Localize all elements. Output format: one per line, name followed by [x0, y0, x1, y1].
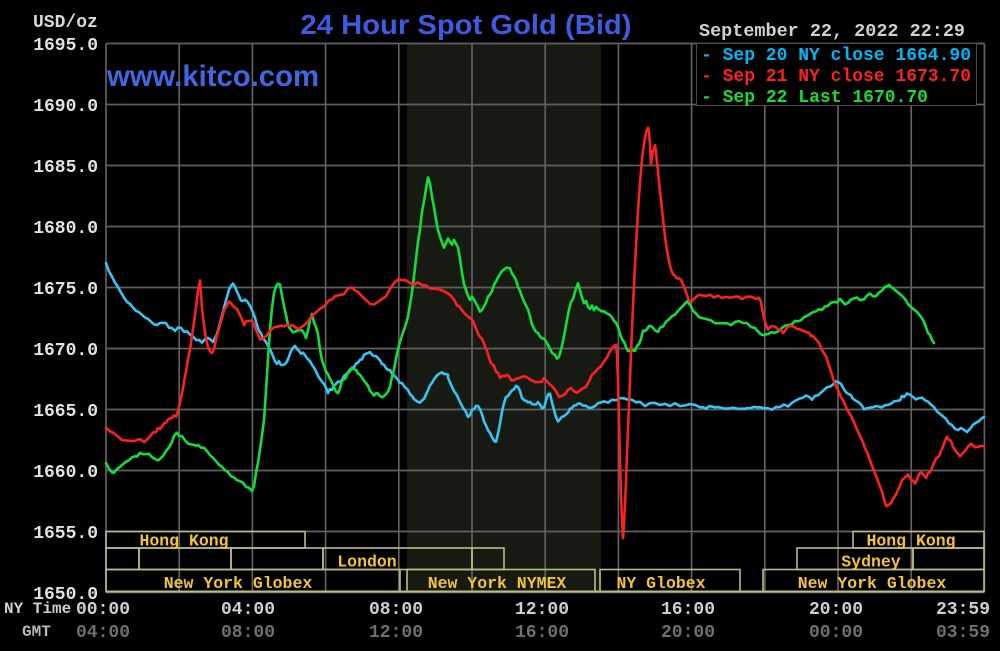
- svg-text:www.kitco.com: www.kitco.com: [106, 60, 319, 93]
- svg-text:1690.0: 1690.0: [33, 97, 98, 117]
- svg-text:1665.0: 1665.0: [33, 402, 98, 422]
- svg-text:September 22, 2022 22:29: September 22, 2022 22:29: [699, 22, 965, 42]
- svg-text:1670.0: 1670.0: [33, 341, 98, 361]
- svg-text:1685.0: 1685.0: [33, 158, 98, 178]
- svg-text:20:00: 20:00: [661, 623, 715, 643]
- svg-text:16:00: 16:00: [515, 623, 569, 643]
- svg-text:New York Globex: New York Globex: [798, 574, 947, 593]
- svg-text:16:00: 16:00: [661, 600, 715, 620]
- svg-text:1650.0: 1650.0: [33, 585, 98, 605]
- svg-text:- Sep 20 NY close 1664.90: - Sep 20 NY close 1664.90: [701, 46, 971, 66]
- svg-text:24 Hour Spot Gold (Bid): 24 Hour Spot Gold (Bid): [301, 9, 632, 40]
- svg-text:NY Globex: NY Globex: [616, 574, 705, 593]
- svg-text:08:00: 08:00: [369, 600, 423, 620]
- svg-text:00:00: 00:00: [809, 623, 863, 643]
- svg-text:04:00: 04:00: [221, 600, 275, 620]
- svg-text:04:00: 04:00: [76, 623, 130, 643]
- svg-text:NY Time: NY Time: [4, 600, 71, 618]
- svg-text:1660.0: 1660.0: [33, 463, 98, 483]
- svg-text:- Sep 22 Last 1670.70: - Sep 22 Last 1670.70: [701, 88, 928, 108]
- svg-text:12:00: 12:00: [369, 623, 423, 643]
- svg-text:1680.0: 1680.0: [33, 219, 98, 239]
- svg-text:GMT: GMT: [22, 623, 51, 641]
- svg-text:12:00: 12:00: [515, 600, 569, 620]
- svg-text:New York NYMEX: New York NYMEX: [428, 574, 567, 593]
- svg-text:1695.0: 1695.0: [33, 36, 98, 56]
- svg-text:1675.0: 1675.0: [33, 280, 98, 300]
- svg-text:00:00: 00:00: [76, 600, 130, 620]
- svg-text:Sydney: Sydney: [841, 553, 901, 572]
- svg-text:London: London: [337, 553, 396, 572]
- svg-text:New York Globex: New York Globex: [164, 574, 313, 593]
- svg-text:- Sep 21 NY close 1673.70: - Sep 21 NY close 1673.70: [701, 67, 971, 87]
- svg-text:1655.0: 1655.0: [33, 524, 98, 544]
- svg-text:USD/oz: USD/oz: [33, 13, 98, 33]
- svg-text:Hong Kong: Hong Kong: [866, 532, 955, 551]
- svg-text:23:59: 23:59: [936, 600, 990, 620]
- svg-text:03:59: 03:59: [936, 623, 990, 643]
- svg-text:Hong Kong: Hong Kong: [139, 532, 228, 551]
- svg-text:20:00: 20:00: [809, 600, 863, 620]
- svg-text:08:00: 08:00: [221, 623, 275, 643]
